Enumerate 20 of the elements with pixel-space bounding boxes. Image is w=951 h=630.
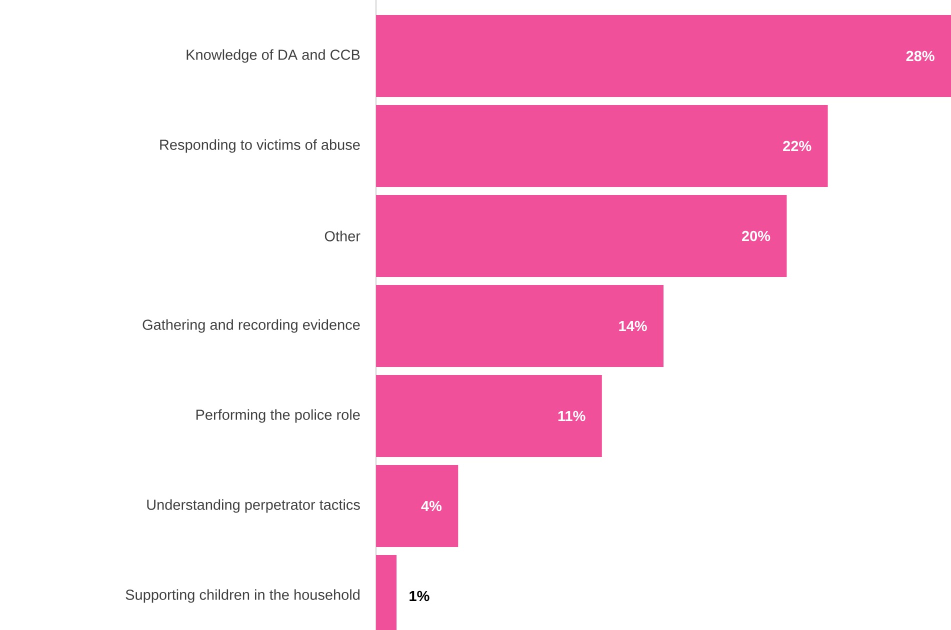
y-tick-label: Knowledge of DA and CCB	[186, 49, 360, 63]
y-tick-label: Understanding perpetrator tactics	[147, 499, 360, 513]
data-label: 4%	[421, 500, 442, 512]
y-tick-label: Gathering and recording evidence	[142, 319, 360, 333]
bar	[376, 15, 951, 98]
y-tick-label: Responding to victims of abuse	[160, 139, 360, 153]
data-label: 11%	[558, 410, 586, 422]
y-tick-label: Performing the police role	[196, 409, 360, 423]
bar	[376, 195, 787, 278]
y-tick-label: Other	[324, 230, 360, 242]
y-tick-label: Supporting children in the household	[126, 589, 360, 603]
bar	[376, 375, 602, 458]
bar	[376, 285, 664, 368]
data-label: 22%	[783, 140, 812, 152]
data-label: 28%	[906, 50, 934, 62]
data-label: 20%	[742, 230, 770, 242]
data-label: 1%	[410, 590, 430, 602]
bar	[376, 105, 828, 188]
bar	[376, 465, 458, 548]
data-label: 14%	[619, 320, 647, 332]
